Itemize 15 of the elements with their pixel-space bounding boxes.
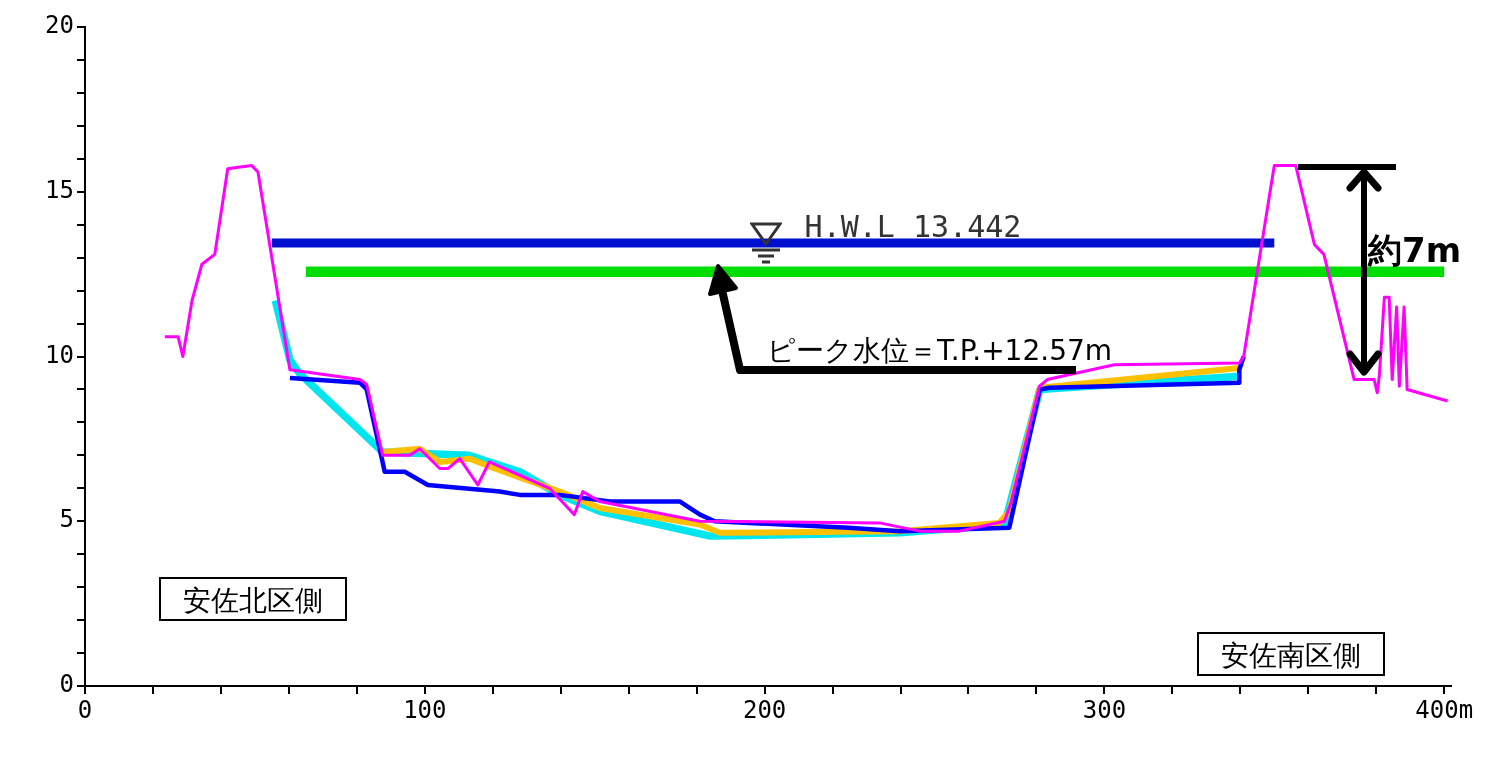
annotation: 安佐南区側	[1221, 639, 1361, 672]
annotation: H.W.L 13.442	[804, 209, 1022, 245]
y-tick-label: 0	[59, 670, 74, 699]
y-tick-label: 20	[45, 11, 74, 40]
x-tick-label: 400m	[1415, 695, 1474, 724]
annotation: ピーク水位＝T.P.+12.57m	[767, 333, 1113, 367]
x-tick-label: 0	[77, 695, 93, 724]
y-tick-label: 5	[59, 505, 74, 534]
y-tick-label: 10	[45, 340, 74, 369]
annotation: 安佐北区側	[183, 584, 323, 617]
x-tick-label: 100	[403, 695, 447, 724]
x-tick-label: 200	[742, 695, 787, 724]
annotation: 約7m	[1367, 230, 1462, 270]
x-tick-label: 300	[1082, 695, 1127, 724]
y-tick-label: 15	[45, 175, 74, 204]
